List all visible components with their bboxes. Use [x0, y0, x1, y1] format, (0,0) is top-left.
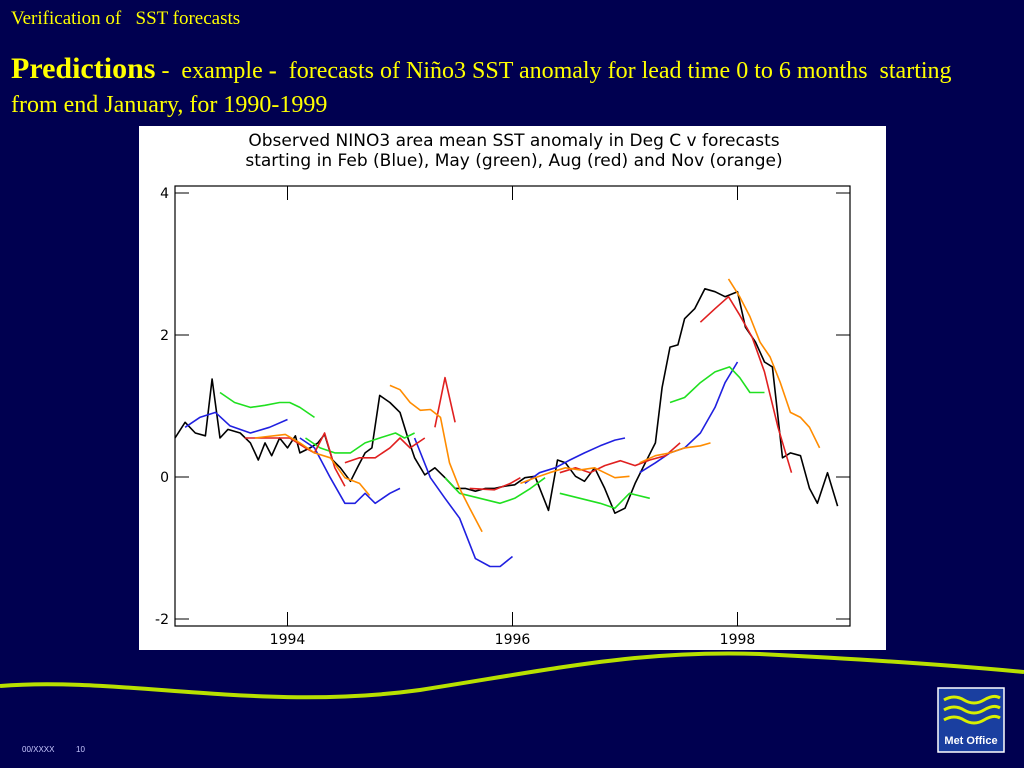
series-line	[727, 278, 821, 449]
heading-text: - example	[155, 58, 269, 84]
series-line	[520, 466, 630, 485]
y-tick-label: 0	[160, 470, 169, 486]
chart-background	[139, 126, 886, 650]
y-tick-label: 2	[160, 328, 169, 344]
series-line	[219, 391, 315, 419]
series-line	[299, 437, 401, 505]
series-line	[699, 295, 793, 473]
series-line	[444, 477, 546, 505]
series-line	[434, 376, 456, 428]
footer-code: 00/XXXX	[22, 745, 55, 754]
series-line	[524, 437, 626, 485]
x-tick-label: 1996	[495, 632, 531, 648]
series-line	[254, 433, 371, 497]
footer-page: 10	[76, 745, 85, 754]
series-line	[184, 411, 288, 434]
chart-subtitle: starting in Feb (Blue), May (green), Aug…	[245, 151, 782, 171]
series-line	[559, 492, 650, 510]
series-line	[639, 442, 711, 464]
slide-header: Verification of SST forecasts	[11, 8, 241, 29]
series-line	[389, 384, 483, 533]
logo-waves	[943, 694, 1001, 725]
slide-heading: Predictions - example - forecasts of Niñ…	[11, 52, 991, 122]
logo: Met Office	[937, 687, 1005, 753]
series-line	[413, 437, 514, 568]
y-tick-label: 4	[160, 186, 169, 202]
series-line	[669, 366, 765, 404]
y-tick-label: -2	[155, 612, 169, 628]
x-tick-label: 1994	[270, 632, 306, 648]
series-line	[469, 477, 521, 491]
x-tick-label: 1998	[720, 632, 756, 648]
chart-title: Observed NINO3 area mean SST anomaly in …	[248, 131, 779, 151]
logo-text: Met Office	[944, 735, 997, 747]
heading-dash: -	[268, 58, 277, 84]
series-line	[344, 437, 426, 464]
series-line	[305, 432, 415, 454]
swoosh	[0, 651, 1024, 700]
series-line	[174, 287, 839, 515]
heading-text: forecasts of Niño3 SST anomaly for lead …	[11, 58, 958, 118]
heading-bold: Predictions	[11, 52, 156, 85]
series-line	[639, 361, 739, 474]
